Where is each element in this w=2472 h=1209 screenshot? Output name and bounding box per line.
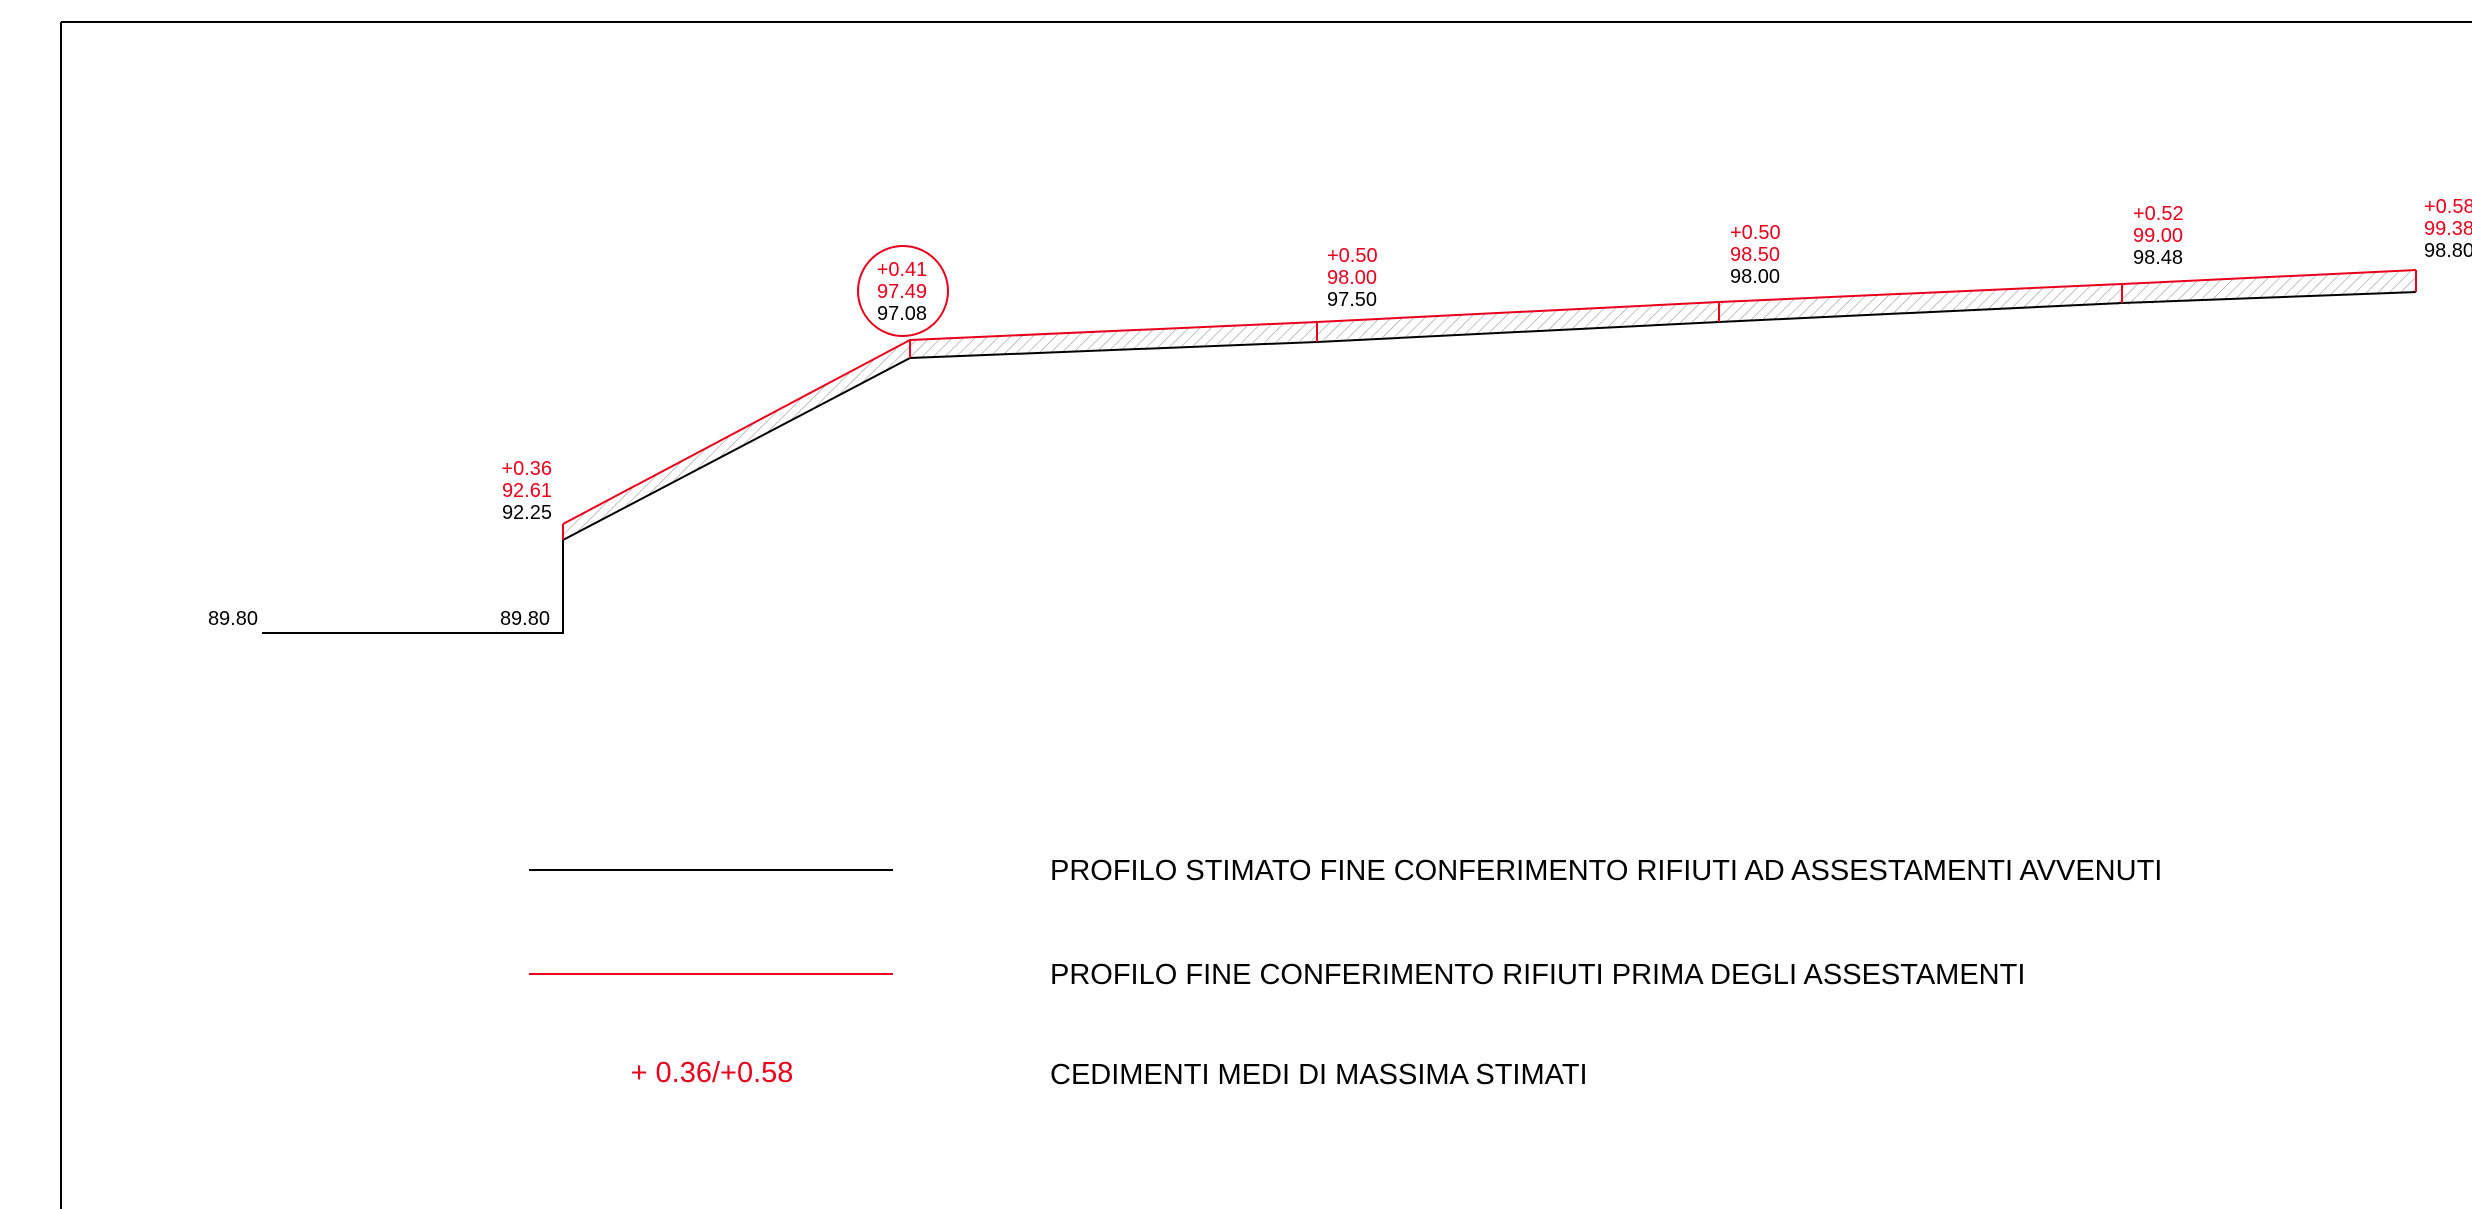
legend-red-line-text: PROFILO FINE CONFERIMENTO RIFIUTI PRIMA … <box>1050 959 2025 991</box>
settlement-hatch-band <box>563 270 2416 540</box>
ground-right-elevation: 89.80 <box>500 608 550 630</box>
elevation-before-settlement: 98.00 <box>1327 267 1377 289</box>
settlement-value: +0.36 <box>501 458 552 480</box>
ground-left-elevation: 89.80 <box>208 608 258 630</box>
settlement-value: +0.58 <box>2424 196 2472 218</box>
elevation-before-settlement: 98.50 <box>1730 244 1780 266</box>
elevation-before-settlement: 92.61 <box>502 480 552 502</box>
settlement-value: +0.50 <box>1730 222 1781 244</box>
settlement-value: +0.52 <box>2133 203 2184 225</box>
elevation-before-settlement: 99.00 <box>2133 225 2183 247</box>
legend-black-line-text: PROFILO STIMATO FINE CONFERIMENTO RIFIUT… <box>1050 855 2162 887</box>
elevation-after-settlement: 92.25 <box>502 502 552 524</box>
ground-profile-line <box>262 540 564 634</box>
elevation-after-settlement: 97.08 <box>877 303 927 325</box>
elevation-before-settlement: 99.38 <box>2424 218 2472 240</box>
elevation-before-settlement: 97.49 <box>877 281 927 303</box>
legend-settlement-symbol: + 0.36/+0.58 <box>631 1057 794 1089</box>
elevation-after-settlement: 98.48 <box>2133 247 2183 269</box>
unsettled-profile-line <box>562 269 2417 525</box>
legend-settlement-text: CEDIMENTI MEDI DI MASSIMA STIMATI <box>1050 1059 1588 1091</box>
settled-profile-line <box>562 291 2417 541</box>
elevation-after-settlement: 98.80 <box>2424 240 2472 262</box>
settlement-value: +0.41 <box>877 259 928 281</box>
elevation-after-settlement: 97.50 <box>1327 289 1377 311</box>
settlement-callout-circle <box>857 245 949 337</box>
elevation-after-settlement: 98.00 <box>1730 266 1780 288</box>
settlement-value: +0.50 <box>1327 245 1378 267</box>
